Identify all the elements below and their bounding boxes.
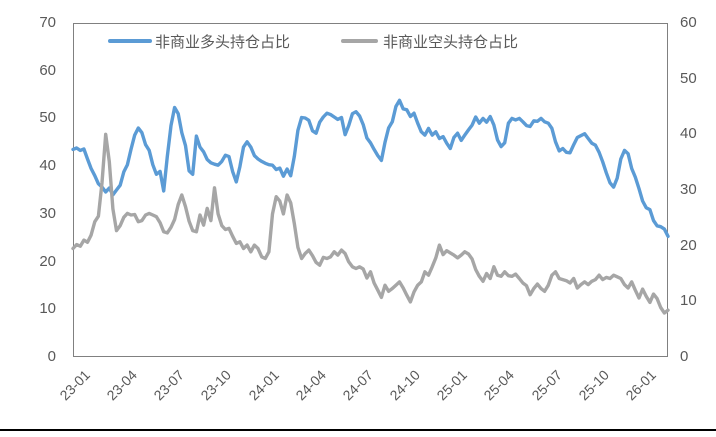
- y-axis-right-label: 30: [680, 181, 697, 198]
- y-axis-right-label: 20: [680, 236, 697, 254]
- plot-area: [71, 23, 670, 357]
- y-axis-left-label: 30: [39, 204, 56, 222]
- y-axis-left-label: 10: [39, 300, 56, 318]
- y-axis-right-label: 0: [680, 348, 689, 365]
- series-line-long: [71, 98, 670, 239]
- y-axis-left-label: 50: [39, 109, 56, 127]
- y-axis-right-label: 50: [680, 69, 697, 87]
- y-axis-left-label: 70: [39, 14, 56, 31]
- y-axis-right-label: 40: [680, 125, 697, 143]
- y-axis-left-label: 60: [39, 61, 56, 79]
- line-chart: [71, 98, 670, 315]
- y-axis-left-label: 40: [39, 157, 56, 175]
- y-axis-left-label: 20: [39, 252, 56, 270]
- bottom-divider: [0, 429, 716, 431]
- y-axis-right-label: 60: [680, 14, 697, 31]
- y-axis-left-label: 0: [47, 348, 56, 365]
- y-axis-right-label: 10: [680, 292, 697, 310]
- series-line-short: [71, 132, 670, 315]
- legend-label-short: 非商业空头持仓占比: [383, 34, 519, 51]
- legend-line-swatch-long: [108, 39, 152, 43]
- legend-label-long: 非商业多头持仓占比: [155, 34, 291, 51]
- legend-line-swatch-short: [341, 39, 378, 43]
